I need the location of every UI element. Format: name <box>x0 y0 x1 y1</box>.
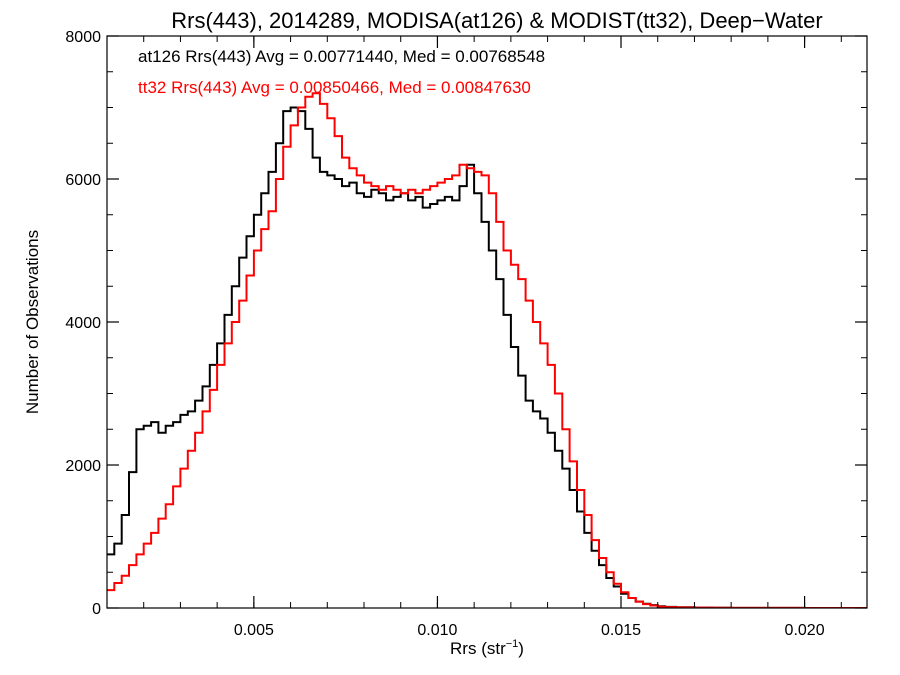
x-tick-label: 0.020 <box>785 622 825 639</box>
y-tick-label: 8000 <box>65 29 101 46</box>
x-tick-label: 0.010 <box>417 622 457 639</box>
x-axis-label: Rrs (str−1) <box>450 638 524 658</box>
annotation-tt32: tt32 Rrs(443) Avg = 0.00850466, Med = 0.… <box>138 78 531 97</box>
x-axis-label-sup: −1 <box>506 638 519 650</box>
x-axis-label-main: Rrs (str <box>450 639 506 658</box>
y-axis-label: Number of Observations <box>23 230 42 414</box>
series-line-1 <box>107 92 867 608</box>
chart-title: Rrs(443), 2014289, MODISA(at126) & MODIS… <box>171 8 822 33</box>
y-tick-label: 6000 <box>65 172 101 189</box>
annotation-at126: at126 Rrs(443) Avg = 0.00771440, Med = 0… <box>138 47 545 66</box>
y-tick-label: 4000 <box>65 315 101 332</box>
series-line-0 <box>107 106 867 608</box>
plot-frame <box>106 35 868 609</box>
y-tick-label: 2000 <box>65 458 101 475</box>
x-tick-label: 0.005 <box>234 622 274 639</box>
x-tick-label: 0.015 <box>601 622 641 639</box>
y-tick-label: 0 <box>92 601 101 618</box>
x-axis-label-suffix: ) <box>518 639 524 658</box>
